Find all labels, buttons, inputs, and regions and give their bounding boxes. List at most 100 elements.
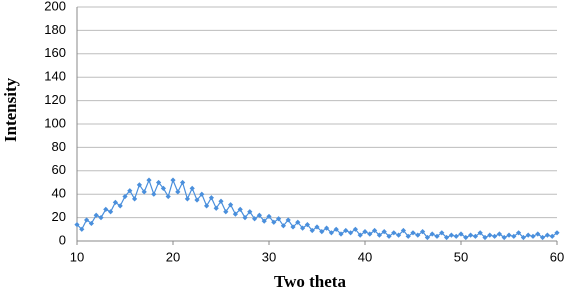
data-point bbox=[88, 220, 94, 227]
data-point bbox=[367, 231, 373, 237]
data-point bbox=[506, 232, 512, 238]
data-point bbox=[348, 230, 354, 236]
data-point bbox=[487, 232, 493, 238]
data-point bbox=[175, 189, 181, 195]
data-point bbox=[112, 199, 118, 205]
data-point bbox=[108, 209, 114, 215]
x-tick-label: 60 bbox=[550, 249, 564, 264]
data-point bbox=[434, 233, 440, 239]
data-point bbox=[136, 182, 142, 188]
data-point bbox=[544, 232, 550, 238]
data-point bbox=[199, 191, 205, 197]
data-point bbox=[194, 197, 200, 203]
data-point bbox=[122, 193, 128, 200]
y-tick-label: 20 bbox=[52, 209, 66, 224]
data-point bbox=[333, 226, 339, 232]
data-point bbox=[285, 217, 291, 223]
x-tick-label: 50 bbox=[454, 249, 468, 264]
x-tick-label: 20 bbox=[166, 249, 180, 264]
data-point bbox=[444, 234, 450, 241]
data-point bbox=[511, 233, 517, 239]
data-point bbox=[300, 225, 306, 231]
data-point bbox=[151, 191, 157, 197]
data-point bbox=[415, 232, 421, 238]
data-point bbox=[189, 185, 195, 191]
data-point bbox=[362, 229, 368, 235]
data-point bbox=[530, 233, 536, 239]
y-axis-title: Intensity bbox=[1, 77, 20, 142]
data-point bbox=[242, 215, 248, 221]
data-point bbox=[352, 226, 358, 232]
data-point bbox=[290, 224, 296, 230]
data-point bbox=[448, 232, 454, 238]
y-tick-label: 60 bbox=[52, 162, 66, 177]
data-point bbox=[424, 234, 430, 241]
data-point bbox=[525, 232, 531, 238]
y-tick-label: 80 bbox=[52, 139, 66, 154]
data-point bbox=[328, 230, 334, 236]
data-point bbox=[492, 233, 498, 239]
data-point bbox=[458, 231, 464, 237]
data-point bbox=[391, 230, 397, 236]
data-point bbox=[223, 209, 229, 215]
data-point bbox=[496, 231, 502, 237]
data-point bbox=[295, 219, 301, 225]
data-point bbox=[237, 206, 243, 213]
data-point bbox=[549, 233, 555, 239]
data-point bbox=[180, 179, 186, 186]
data-point bbox=[93, 212, 99, 218]
data-point bbox=[160, 185, 166, 191]
data-point bbox=[208, 195, 214, 201]
data-point bbox=[410, 230, 416, 236]
data-point bbox=[381, 229, 387, 235]
data-point bbox=[386, 233, 392, 239]
data-point bbox=[266, 213, 272, 220]
data-point bbox=[252, 216, 258, 222]
y-tick-label: 100 bbox=[44, 115, 66, 130]
data-point bbox=[146, 177, 152, 183]
data-point bbox=[453, 233, 459, 239]
data-point bbox=[232, 211, 238, 217]
y-tick-label: 180 bbox=[44, 22, 66, 37]
data-point bbox=[376, 232, 382, 238]
data-point bbox=[309, 227, 315, 234]
x-tick-label: 10 bbox=[70, 249, 84, 264]
data-point bbox=[535, 231, 541, 237]
data-point bbox=[256, 212, 262, 218]
data-point bbox=[540, 234, 546, 241]
data-point bbox=[103, 206, 109, 213]
data-point bbox=[213, 205, 219, 211]
y-tick-label: 140 bbox=[44, 69, 66, 84]
data-point bbox=[501, 234, 507, 241]
x-tick-label: 40 bbox=[358, 249, 372, 264]
data-point bbox=[170, 177, 176, 183]
data-point bbox=[405, 233, 411, 239]
data-point bbox=[357, 232, 363, 238]
data-point bbox=[516, 230, 522, 236]
data-point bbox=[247, 209, 253, 215]
y-tick-label: 200 bbox=[44, 0, 66, 13]
data-point bbox=[204, 203, 210, 209]
x-tick-label: 30 bbox=[262, 249, 276, 264]
data-point bbox=[472, 233, 478, 239]
data-point bbox=[468, 232, 474, 238]
data-point bbox=[218, 198, 224, 204]
data-point bbox=[276, 216, 282, 222]
data-point bbox=[271, 219, 277, 225]
data-point bbox=[520, 234, 526, 241]
data-point bbox=[482, 234, 488, 241]
data-point bbox=[400, 227, 406, 234]
data-point bbox=[261, 218, 267, 224]
data-point bbox=[132, 196, 138, 202]
data-point bbox=[372, 227, 378, 234]
data-point bbox=[84, 217, 90, 223]
data-point bbox=[117, 203, 123, 209]
data-point bbox=[184, 196, 190, 202]
x-axis-title: Two theta bbox=[274, 272, 346, 291]
data-point bbox=[554, 230, 560, 236]
data-point bbox=[429, 231, 435, 237]
y-tick-label: 160 bbox=[44, 45, 66, 60]
y-tick-label: 120 bbox=[44, 92, 66, 107]
data-point bbox=[463, 234, 469, 241]
